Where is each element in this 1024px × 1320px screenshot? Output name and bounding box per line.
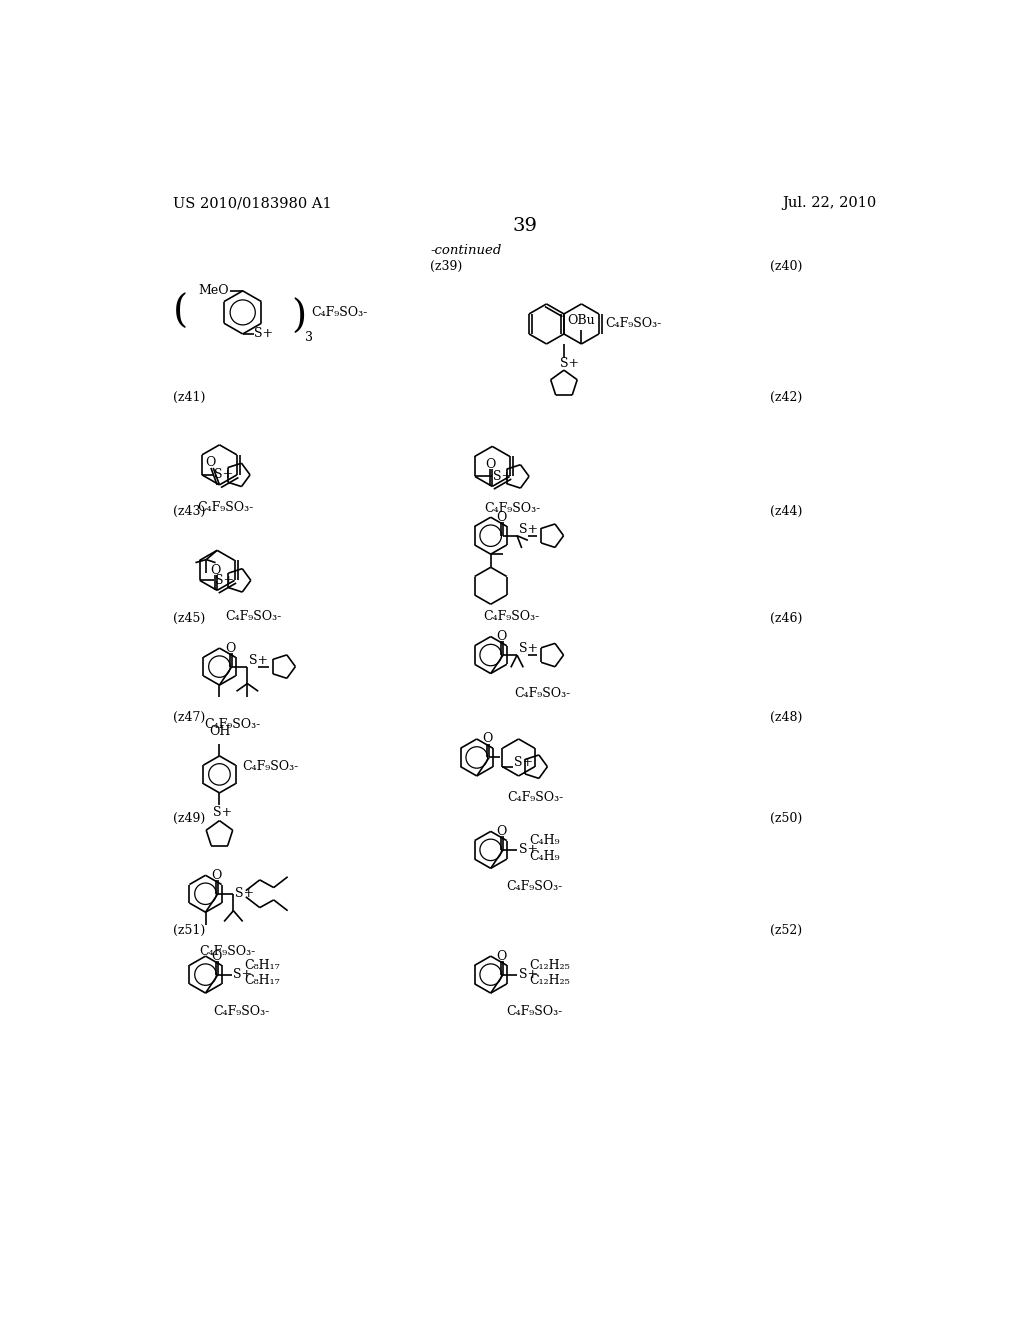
Text: S+: S+ <box>494 470 513 483</box>
Text: C₄H₉: C₄H₉ <box>529 834 560 847</box>
Text: S+: S+ <box>249 653 268 667</box>
Text: S+: S+ <box>560 356 580 370</box>
Text: (z45): (z45) <box>173 611 205 624</box>
Text: US 2010/0183980 A1: US 2010/0183980 A1 <box>173 197 332 210</box>
Text: (z43): (z43) <box>173 504 206 517</box>
Text: O: O <box>211 949 221 962</box>
Text: (z52): (z52) <box>770 924 802 937</box>
Text: C₄F₉SO₃-: C₄F₉SO₃- <box>506 880 562 894</box>
Text: O: O <box>482 733 493 746</box>
Text: (z50): (z50) <box>770 812 802 825</box>
Text: C₁₂H₂₅: C₁₂H₂₅ <box>529 974 570 987</box>
Text: C₄F₉SO₃-: C₄F₉SO₃- <box>514 686 570 700</box>
Text: (z42): (z42) <box>770 391 802 404</box>
Text: S+: S+ <box>518 523 538 536</box>
Text: C₄H₉: C₄H₉ <box>529 850 560 862</box>
Text: C₈H₁₇: C₈H₁₇ <box>245 974 280 987</box>
Text: (z47): (z47) <box>173 711 205 723</box>
Text: (z48): (z48) <box>770 711 802 723</box>
Text: O: O <box>211 869 221 882</box>
Text: (: ( <box>173 294 188 331</box>
Text: C₄F₉SO₃-: C₄F₉SO₃- <box>198 500 254 513</box>
Text: O: O <box>210 564 221 577</box>
Text: 3: 3 <box>305 331 312 345</box>
Text: OBu: OBu <box>567 314 595 327</box>
Text: C₁₂H₂₅: C₁₂H₂₅ <box>529 958 570 972</box>
Text: (z49): (z49) <box>173 812 205 825</box>
Text: C₄F₉SO₃-: C₄F₉SO₃- <box>311 306 368 319</box>
Text: -continued: -continued <box>430 244 502 257</box>
Text: C₄F₉SO₃-: C₄F₉SO₃- <box>243 760 299 774</box>
Text: O: O <box>497 825 507 838</box>
Text: S+: S+ <box>518 843 538 857</box>
Text: C₈H₁₇: C₈H₁₇ <box>245 958 280 972</box>
Text: Jul. 22, 2010: Jul. 22, 2010 <box>782 197 877 210</box>
Text: S+: S+ <box>518 643 538 656</box>
Text: O: O <box>225 642 236 655</box>
Text: O: O <box>497 511 507 524</box>
Text: (z39): (z39) <box>430 260 463 273</box>
Text: C₄F₉SO₃-: C₄F₉SO₃- <box>204 718 260 731</box>
Text: C₄F₉SO₃-: C₄F₉SO₃- <box>508 791 564 804</box>
Text: ): ) <box>292 298 307 335</box>
Text: C₄F₉SO₃-: C₄F₉SO₃- <box>605 317 662 330</box>
Text: (z44): (z44) <box>770 504 802 517</box>
Text: C₄F₉SO₃-: C₄F₉SO₃- <box>200 945 256 958</box>
Text: (z41): (z41) <box>173 391 206 404</box>
Text: C₄F₉SO₃-: C₄F₉SO₃- <box>483 610 540 623</box>
Text: S+: S+ <box>514 755 534 768</box>
Text: (z40): (z40) <box>770 260 802 273</box>
Text: C₄F₉SO₃-: C₄F₉SO₃- <box>506 1005 562 1018</box>
Text: C₄F₉SO₃-: C₄F₉SO₃- <box>213 1005 269 1018</box>
Text: S+: S+ <box>518 968 538 981</box>
Text: O: O <box>485 458 496 471</box>
Text: O: O <box>206 455 216 469</box>
Text: (z51): (z51) <box>173 924 205 937</box>
Text: S+: S+ <box>214 469 232 482</box>
Text: O: O <box>497 630 507 643</box>
Text: (z46): (z46) <box>770 611 802 624</box>
Text: C₄F₉SO₃-: C₄F₉SO₃- <box>225 610 282 623</box>
Text: S+: S+ <box>254 327 273 341</box>
Text: C₄F₉SO₃-: C₄F₉SO₃- <box>484 502 541 515</box>
Text: S+: S+ <box>233 968 253 981</box>
Text: S+: S+ <box>215 574 234 587</box>
Text: O: O <box>497 949 507 962</box>
Text: 39: 39 <box>512 218 538 235</box>
Text: OH: OH <box>209 725 230 738</box>
Text: MeO: MeO <box>198 284 228 297</box>
Text: S+: S+ <box>234 887 254 900</box>
Text: S+: S+ <box>213 807 232 820</box>
